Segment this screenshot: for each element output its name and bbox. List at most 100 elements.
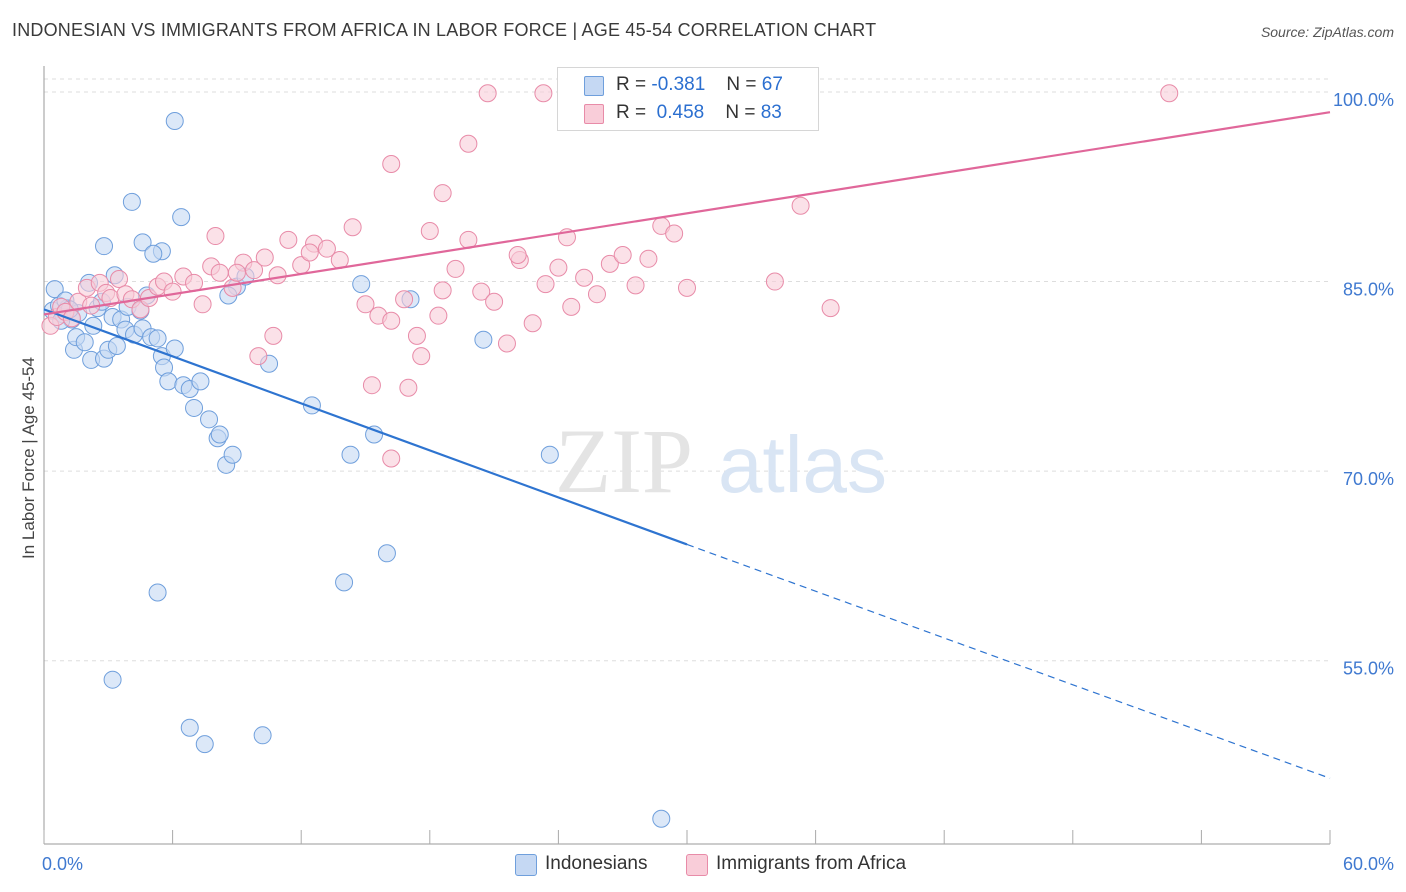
africa-point[interactable] <box>193 295 212 314</box>
africa-point[interactable] <box>279 230 298 249</box>
africa-point[interactable] <box>249 347 268 366</box>
indonesians-point[interactable] <box>377 544 396 563</box>
africa-point[interactable] <box>508 246 527 265</box>
r-label: R = <box>616 102 647 123</box>
africa-point[interactable] <box>791 196 810 215</box>
indonesians-point[interactable] <box>172 208 191 227</box>
indonesians-point[interactable] <box>191 372 210 391</box>
africa-point[interactable] <box>407 326 426 345</box>
africa-point[interactable] <box>600 254 619 273</box>
africa-point[interactable] <box>110 270 129 289</box>
y-tick-label: 85.0% <box>1343 280 1394 300</box>
series-legend: Indonesians Immigrants from Africa <box>0 852 1406 878</box>
indonesians-point[interactable] <box>195 735 214 754</box>
indonesians-point[interactable] <box>253 726 272 745</box>
africa-point[interactable] <box>362 376 381 395</box>
indonesians-point[interactable] <box>185 398 204 417</box>
indonesians-point[interactable] <box>107 337 126 356</box>
africa-point[interactable] <box>626 276 645 295</box>
legend-swatch-indonesians <box>584 76 604 96</box>
africa-point[interactable] <box>523 314 542 333</box>
africa-point[interactable] <box>356 295 375 314</box>
africa-point[interactable] <box>300 243 319 262</box>
africa-point[interactable] <box>534 84 553 103</box>
indonesians-point[interactable] <box>122 192 141 211</box>
indonesians-point[interactable] <box>45 280 64 299</box>
africa-point[interactable] <box>210 263 229 282</box>
indonesians-point[interactable] <box>365 425 384 444</box>
indonesians-point[interactable] <box>652 809 671 828</box>
y-tick-label: 70.0% <box>1343 469 1394 489</box>
indonesians-point[interactable] <box>103 670 122 689</box>
africa-point[interactable] <box>613 246 632 265</box>
indonesians-point[interactable] <box>210 425 229 444</box>
indonesians-point[interactable] <box>352 275 371 294</box>
y-tick-label: 55.0% <box>1343 659 1394 679</box>
africa-point[interactable] <box>185 273 204 292</box>
africa-point[interactable] <box>562 297 581 316</box>
africa-point[interactable] <box>264 326 283 345</box>
africa-point[interactable] <box>206 227 225 246</box>
africa-point[interactable] <box>395 290 414 309</box>
africa-point[interactable] <box>639 249 658 268</box>
africa-point[interactable] <box>678 278 696 297</box>
indonesians-point[interactable] <box>133 233 152 252</box>
africa-point[interactable] <box>399 378 418 397</box>
africa-point[interactable] <box>497 334 516 353</box>
indonesians-point[interactable] <box>159 372 178 391</box>
africa-point[interactable] <box>382 311 401 330</box>
africa-point[interactable] <box>575 268 594 287</box>
indonesians-point[interactable] <box>165 112 184 131</box>
africa-point[interactable] <box>343 218 362 237</box>
grid-lines <box>44 78 1330 662</box>
trend-line-africa <box>43 111 1331 316</box>
africa-point[interactable] <box>382 155 401 174</box>
africa-point[interactable] <box>382 449 401 468</box>
stats-legend: R = -0.381 N = 67 R = 0.458 N = 83 <box>557 67 819 131</box>
africa-point[interactable] <box>536 275 555 294</box>
africa-point[interactable] <box>459 134 478 153</box>
africa-point[interactable] <box>472 282 491 301</box>
africa-point[interactable] <box>433 184 452 203</box>
indonesians-point[interactable] <box>75 333 94 352</box>
africa-point[interactable] <box>412 347 431 366</box>
africa-point[interactable] <box>665 224 684 243</box>
indonesians-point[interactable] <box>200 410 219 429</box>
source-label: Source: ZipAtlas.com <box>1260 24 1394 40</box>
r-value: 0.458 <box>656 102 705 123</box>
africa-point[interactable] <box>223 278 242 297</box>
indonesians-point[interactable] <box>144 244 163 263</box>
africa-point[interactable] <box>268 266 287 285</box>
africa-point[interactable] <box>446 259 465 278</box>
indonesians-point[interactable] <box>148 329 167 348</box>
indonesians-point[interactable] <box>223 445 242 464</box>
africa-point[interactable] <box>549 258 568 277</box>
africa-point[interactable] <box>433 281 452 300</box>
africa-point[interactable] <box>255 248 274 267</box>
africa-point[interactable] <box>478 84 497 103</box>
africa-point[interactable] <box>1160 84 1179 103</box>
africa-point[interactable] <box>163 282 182 301</box>
n-label: N = <box>726 74 757 95</box>
indonesians-point[interactable] <box>95 237 114 256</box>
indonesians-point[interactable] <box>335 573 354 592</box>
africa-point[interactable] <box>485 292 504 311</box>
africa-point[interactable] <box>821 299 840 318</box>
indonesians-point[interactable] <box>148 583 167 602</box>
r-value: -0.381 <box>651 74 706 95</box>
watermark-atlas: atlas <box>718 420 887 509</box>
indonesians-point[interactable] <box>540 445 559 464</box>
legend-swatch-indonesians <box>515 854 537 876</box>
africa-point[interactable] <box>317 239 336 258</box>
n-value: 67 <box>761 74 783 95</box>
indonesians-point[interactable] <box>474 330 493 349</box>
indonesians-point[interactable] <box>180 718 199 737</box>
africa-point[interactable] <box>587 285 606 304</box>
africa-point[interactable] <box>227 263 246 282</box>
africa-point[interactable] <box>429 306 448 325</box>
africa-point[interactable] <box>245 261 264 280</box>
africa-point[interactable] <box>765 272 784 291</box>
indonesians-point[interactable] <box>341 445 360 464</box>
africa-point[interactable] <box>420 221 439 240</box>
